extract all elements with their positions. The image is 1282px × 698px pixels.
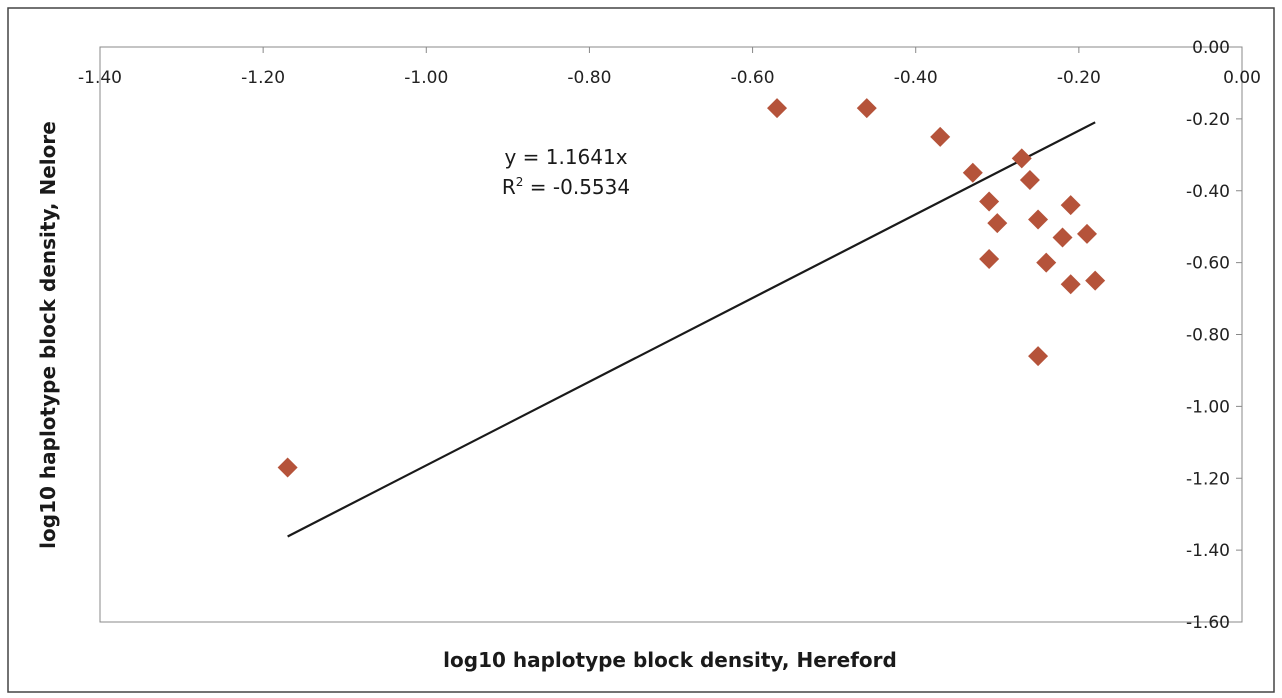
x-tick-label: -0.80 xyxy=(567,68,611,88)
x-tick-label: -0.20 xyxy=(1057,68,1101,88)
scatter-point xyxy=(1011,148,1032,169)
scatter-point xyxy=(1019,169,1040,190)
y-axis-title: log10 haplotype block density, Nelore xyxy=(36,121,60,549)
trendline-equation: y = 1.1641x xyxy=(504,145,627,169)
x-tick-label: -1.20 xyxy=(241,68,285,88)
scatter-point xyxy=(1060,274,1081,295)
y-tick-label: -1.40 xyxy=(1186,541,1230,561)
scatter-point xyxy=(1085,270,1106,291)
data-points xyxy=(277,98,1106,478)
r-squared-value: = -0.5534 xyxy=(523,175,630,199)
trendline-r-squared: R2 = -0.5534 xyxy=(502,175,630,199)
chart-frame xyxy=(7,7,1275,693)
scatter-point xyxy=(1060,195,1081,216)
scatter-point xyxy=(979,249,1000,270)
y-tick-label: -0.60 xyxy=(1186,254,1230,274)
x-tick-label: -1.00 xyxy=(404,68,448,88)
scatter-point xyxy=(277,457,298,478)
x-tick-label: -0.60 xyxy=(731,68,775,88)
x-tick-label: 0.00 xyxy=(1223,68,1261,88)
scatter-point xyxy=(979,191,1000,212)
y-tick-label: -1.60 xyxy=(1186,613,1230,633)
scatter-point xyxy=(1077,223,1098,244)
scatter-point xyxy=(1036,252,1057,273)
y-axis-ticks: 0.00 -0.20 -0.40 -0.60 -0.80 -1.00 -1.20 -1.40 -… xyxy=(1186,38,1242,633)
y-tick-label: -0.20 xyxy=(1186,110,1230,130)
y-tick-label: 0.00 xyxy=(1192,38,1230,58)
trend-line xyxy=(287,121,1096,538)
scatter-point xyxy=(930,126,951,147)
scatter-point xyxy=(767,98,788,119)
y-tick-label: -1.00 xyxy=(1186,397,1230,417)
y-tick-label: -1.20 xyxy=(1186,469,1230,489)
r-squared-superscript: 2 xyxy=(516,175,524,189)
r-squared-prefix: R xyxy=(502,175,516,199)
scatter-point xyxy=(987,213,1008,234)
scatter-point xyxy=(1028,346,1049,367)
y-tick-label: -0.40 xyxy=(1186,182,1230,202)
scatter-point xyxy=(1028,209,1049,230)
scatter-point xyxy=(856,98,877,119)
x-tick-label: -0.40 xyxy=(894,68,938,88)
x-tick-label: -1.40 xyxy=(78,68,122,88)
scatter-point xyxy=(962,162,983,183)
y-tick-label: -0.80 xyxy=(1186,326,1230,346)
x-axis-title: log10 haplotype block density, Hereford xyxy=(443,648,897,672)
x-axis-ticks: -1.40 -1.20 -1.00 -0.80 -0.60 -0.40 -0.20 0.00 xyxy=(78,47,1261,88)
scatter-point xyxy=(1052,227,1073,248)
